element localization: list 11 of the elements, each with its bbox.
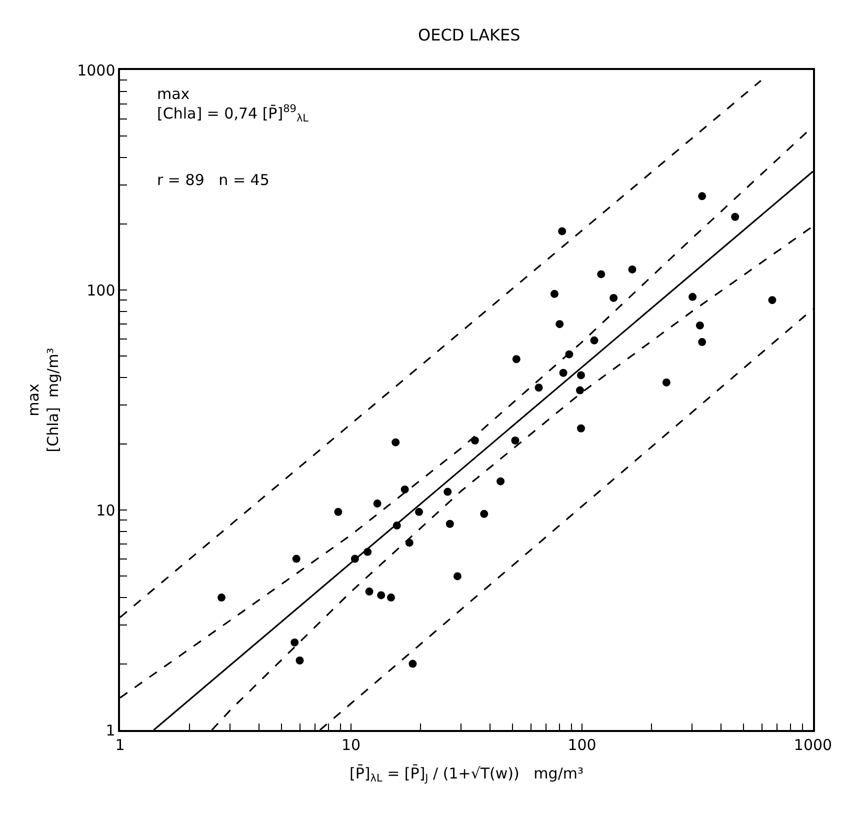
x-tick-label: 1000 [794,736,832,754]
x-tick-label: 100 [568,736,596,754]
x-axis-title: [P̄]$_{λL}$ = [P̄]$_{J}$ / (1+√T(w)) mg/m³ [349,764,584,784]
chart-title: OECD LAKES [418,26,520,45]
y-tick-label: 10 [96,501,116,520]
y-tick-label: 100 [86,281,116,300]
x-tick-label: 10 [341,736,361,754]
annotation: r = 89 n = 45 [157,171,270,189]
y-tick-label: 1000 [77,61,116,80]
y-tick-label: 1 [106,721,116,740]
y-axis-title: max [Chla] mg/m³ [24,348,62,452]
